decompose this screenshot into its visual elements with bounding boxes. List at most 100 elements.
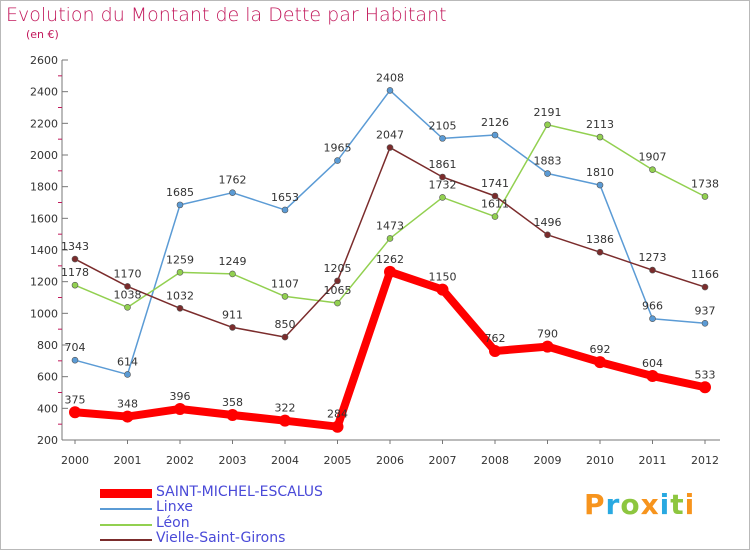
y-tick-label: 1200: [30, 276, 58, 289]
data-point: [646, 370, 659, 383]
data-label: 1259: [166, 253, 194, 266]
logo-letter: r: [605, 488, 621, 521]
y-tick-label: 1800: [30, 181, 58, 194]
data-point: [491, 213, 499, 220]
y-tick-label: 1000: [30, 307, 58, 320]
data-point: [176, 269, 184, 276]
data-point: [384, 265, 396, 278]
y-tick-label: 200: [37, 434, 58, 447]
data-label: 1653: [271, 191, 299, 204]
data-point: [596, 248, 604, 256]
data-point: [649, 166, 656, 174]
data-label: 2047: [376, 129, 404, 142]
data-label: 1611: [481, 198, 509, 211]
data-point: [596, 181, 604, 189]
data-label: 1861: [429, 158, 457, 171]
chart-title: Evolution du Montant de la Dette par Hab…: [6, 4, 447, 26]
data-point: [69, 406, 81, 419]
data-label: 850: [275, 318, 296, 331]
x-tick-label: 2005: [324, 454, 352, 467]
data-point: [596, 133, 604, 141]
data-point: [121, 410, 134, 423]
y-tick-label: 1400: [30, 244, 58, 257]
data-point: [71, 255, 79, 263]
y-tick-label: 2600: [30, 54, 58, 67]
data-label: 396: [170, 390, 191, 403]
data-point: [229, 189, 236, 196]
y-tick-label: 1600: [30, 212, 58, 225]
data-label: 692: [590, 343, 611, 356]
y-tick-label: 600: [37, 371, 58, 384]
data-point: [491, 131, 499, 139]
data-point: [279, 414, 291, 427]
data-label: 2408: [376, 71, 404, 84]
y-tick-label: 400: [37, 402, 58, 415]
data-point: [699, 381, 711, 394]
data-label: 533: [695, 368, 716, 381]
data-point: [124, 283, 131, 290]
data-point: [281, 333, 289, 341]
data-label: 1178: [61, 266, 89, 279]
data-label: 966: [642, 300, 663, 313]
data-point: [436, 283, 449, 296]
logo-letter: i: [684, 488, 696, 521]
data-label: 1170: [114, 267, 142, 280]
legend-swatch: [100, 539, 152, 541]
data-label: 1907: [639, 151, 667, 164]
data-label: 1262: [376, 253, 404, 266]
data-point: [226, 408, 239, 421]
data-label: 1038: [114, 288, 142, 301]
legend-swatch: [100, 508, 152, 510]
data-point: [701, 320, 709, 327]
data-label: 1166: [691, 268, 719, 281]
data-label: 790: [537, 328, 558, 341]
logo-letter: o: [620, 488, 641, 521]
x-tick-label: 2002: [166, 454, 194, 467]
data-label: 937: [695, 304, 716, 317]
data-label: 1249: [219, 255, 247, 268]
data-label: 1032: [166, 289, 194, 302]
data-point: [701, 193, 709, 200]
x-tick-label: 2009: [534, 454, 562, 467]
legend-label: Vielle-Saint-Girons: [156, 530, 286, 546]
data-point: [649, 315, 656, 323]
data-label: 604: [642, 357, 663, 370]
data-label: 1343: [61, 240, 89, 253]
data-point: [334, 299, 341, 307]
data-point: [281, 206, 289, 214]
data-point: [594, 356, 606, 369]
data-label: 1273: [639, 251, 667, 264]
data-label: 1965: [324, 142, 352, 155]
data-label: 1810: [586, 166, 614, 179]
data-point: [544, 231, 551, 239]
data-label: 2113: [586, 118, 614, 131]
data-point: [544, 170, 551, 177]
data-point: [386, 235, 394, 242]
chart-subtitle: (en €): [26, 28, 59, 41]
data-point: [334, 277, 341, 285]
data-point: [649, 266, 656, 274]
data-label: 1496: [534, 216, 562, 229]
data-point: [281, 293, 289, 300]
x-tick-label: 2006: [376, 454, 404, 467]
data-point: [71, 281, 79, 289]
data-point: [124, 304, 131, 311]
x-tick-label: 2001: [114, 454, 142, 467]
proxiti-logo: Proxiti: [584, 488, 695, 521]
data-label: 911: [222, 308, 243, 321]
data-label: 348: [117, 398, 138, 411]
data-point: [71, 356, 79, 364]
data-label: 1150: [429, 271, 457, 284]
data-label: 762: [485, 332, 506, 345]
x-tick-label: 2008: [481, 454, 509, 467]
data-point: [701, 283, 709, 291]
data-point: [334, 157, 341, 164]
x-tick-label: 2004: [271, 454, 299, 467]
data-label: 1065: [324, 284, 352, 297]
legend-label: Léon: [156, 515, 190, 531]
x-tick-label: 2000: [61, 454, 89, 467]
data-point: [439, 135, 446, 142]
logo-letter: i: [659, 488, 671, 521]
